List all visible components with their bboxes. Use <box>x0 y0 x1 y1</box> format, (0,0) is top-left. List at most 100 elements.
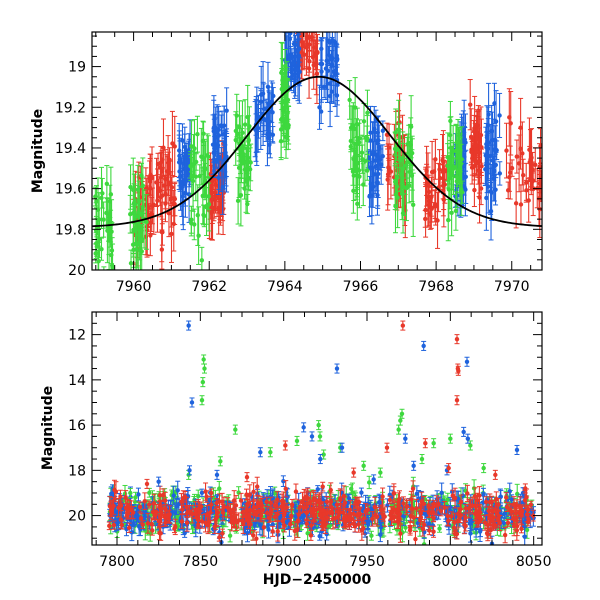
bottom-series-1-point <box>502 508 508 519</box>
bottom-series-2-point <box>497 514 503 532</box>
top-series-2-point <box>188 153 194 179</box>
bottom-series-2-outlier <box>282 440 288 451</box>
bottom-series-1-point <box>280 475 286 487</box>
bottom-series-2-point <box>407 520 413 534</box>
top-series-2-point <box>133 217 139 270</box>
bottom-series-0-point <box>437 524 443 533</box>
bottom-series-2-point <box>281 506 287 520</box>
bottom-series-2-point <box>526 514 532 524</box>
bottom-series-2-point <box>193 501 199 519</box>
bottom-series-1-outlier <box>339 442 345 453</box>
bottom-series-1-point <box>185 490 191 503</box>
bottom-series-2-point <box>505 518 511 527</box>
top-series-0-point <box>172 115 178 177</box>
bottom-series-2-point <box>337 489 343 510</box>
bottom-series-2-point <box>304 519 310 529</box>
top-series-2-point <box>393 183 399 206</box>
top-series-2-point <box>449 189 455 237</box>
bottom-series-0-point <box>368 530 374 541</box>
bottom-series-1-outlier <box>411 460 417 471</box>
bottom-series-2-point <box>116 497 122 518</box>
top-series-1-point <box>220 159 226 215</box>
bottom-panel-axes: 7800 7850 7900 7950 8000 8050 12 14 16 18 20 <box>68 311 551 570</box>
top-panel-data-layer <box>92 32 542 270</box>
top-series-0-point <box>311 40 317 90</box>
bottom-series-1-outlier <box>421 340 427 351</box>
top-series-0-point <box>467 79 473 131</box>
top-series-2-point <box>233 111 239 151</box>
bottom-series-1-point <box>136 516 142 537</box>
top-series-1-point <box>321 75 327 99</box>
top-series-1-point <box>270 87 276 105</box>
bottom-series-2-outlier <box>351 467 357 478</box>
bottom-series-2-point <box>214 506 220 527</box>
bottom-series-2-point <box>320 501 326 519</box>
top-series-1-point <box>326 45 332 65</box>
bottom-y-tick-label: 16 <box>68 418 86 434</box>
top-series-1-point <box>462 162 468 217</box>
bottom-series-2-point <box>466 498 472 519</box>
bottom-series-0-outlier <box>200 377 206 388</box>
top-series-0-point <box>468 108 474 166</box>
bottom-series-2-point <box>242 509 248 523</box>
top-series-1-point <box>380 144 386 168</box>
bottom-series-2-point <box>137 501 143 513</box>
top-series-0-point <box>508 91 514 156</box>
top-y-tick-label: 19.8 <box>55 222 86 238</box>
bottom-series-2-point <box>320 521 326 531</box>
bottom-series-0-outlier <box>321 449 327 460</box>
bottom-series-2-point <box>445 515 451 527</box>
bottom-series-0-outlier <box>377 467 383 478</box>
bottom-series-2-point <box>474 492 480 508</box>
bottom-series-2-point <box>408 490 414 508</box>
bottom-series-0-outlier <box>232 424 238 435</box>
top-series-0-point <box>503 122 509 179</box>
bottom-y-tick-label: 12 <box>68 328 86 344</box>
top-series-0-point <box>437 149 443 190</box>
bottom-series-1-outlier <box>317 454 323 465</box>
top-series-2-point <box>248 143 254 182</box>
top-series-1-point <box>287 32 293 59</box>
top-series-0-point <box>441 172 447 228</box>
top-series-1-point <box>211 95 217 161</box>
top-series-2-point <box>410 172 416 237</box>
bottom-y-tick-label: 18 <box>68 463 86 479</box>
bottom-series-2-point <box>281 518 287 533</box>
bottom-x-tick-label: 7900 <box>266 554 302 570</box>
bottom-series-2-point <box>166 509 172 521</box>
bottom-series-0-outlier <box>431 438 437 449</box>
top-series-2-point <box>194 115 200 153</box>
top-series-0-point <box>168 160 174 205</box>
bottom-series-2-point <box>442 501 448 515</box>
top-series-0-point <box>514 139 520 174</box>
top-series-2-point <box>191 208 197 241</box>
bottom-series-2-point <box>288 506 294 526</box>
top-series-0-point <box>471 173 477 208</box>
bottom-series-1-point <box>439 482 445 503</box>
bottom-series-2-point <box>106 521 112 531</box>
top-series-1-point <box>493 90 499 153</box>
bottom-series-1-outlier <box>189 397 195 408</box>
bottom-series-1-point <box>135 487 141 502</box>
top-series-0-point <box>154 168 160 233</box>
top-series-2-point <box>448 116 454 180</box>
bottom-series-2-point <box>258 495 264 511</box>
bottom-series-2-point <box>264 496 270 507</box>
bottom-series-1-point <box>365 514 371 529</box>
top-series-0-point <box>475 111 481 140</box>
bottom-series-2-point <box>431 513 437 523</box>
top-series-0-point <box>471 143 477 177</box>
bottom-series-2-point <box>119 520 125 530</box>
top-series-2-point <box>242 99 248 150</box>
top-y-axis-label: Magnitude <box>30 109 46 193</box>
bottom-series-2-point <box>245 512 251 530</box>
top-x-tick-label: 7970 <box>494 279 530 295</box>
top-series-1-point <box>484 105 490 170</box>
bottom-series-0-outlier <box>317 431 323 442</box>
bottom-panel-data-layer <box>106 320 536 545</box>
bottom-series-2-point <box>458 494 464 510</box>
bottom-series-0-outlier <box>467 440 473 451</box>
bottom-series-2-outlier <box>455 365 461 376</box>
top-series-1-point <box>290 52 296 74</box>
top-series-1-point <box>182 158 188 207</box>
